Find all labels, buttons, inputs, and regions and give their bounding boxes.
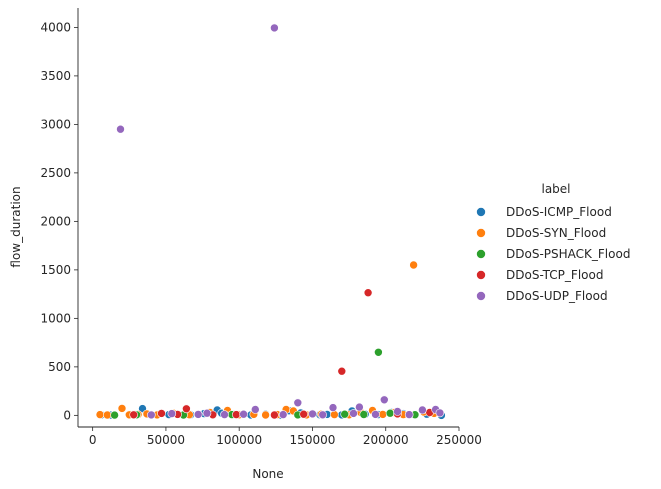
data-point-ddos-udp-flood [435,408,445,418]
legend-title: label [541,182,570,196]
data-point-ddos-udp-flood [220,410,229,419]
y-ticks: 0 500 1000 1500 2000 2500 3000 3500 4000 [40,20,78,422]
data-point-ddos-udp-flood [349,409,358,418]
y-tick-label: 3000 [40,117,71,131]
data-point-ddos-udp-flood [278,410,288,419]
x-axis-label: None [252,467,283,481]
data-point-ddos-udp-flood [308,409,317,419]
data-point-ddos-syn-flood [103,410,112,420]
data-point-ddos-tcp-flood [157,409,166,418]
data-point-ddos-syn-flood [117,404,127,413]
x-tick-label: 250000 [436,433,482,447]
legend-entry-label: DDoS-SYN_Flood [506,226,606,240]
legend-marker [476,228,486,238]
data-point-ddos-udp-flood [393,407,402,416]
legend-entry-label: DDoS-UDP_Flood [506,289,608,303]
x-tick-label: 200000 [363,433,409,447]
data-point-ddos-udp-flood [355,402,364,412]
data-point-ddos-tcp-flood [270,410,279,420]
data-point-ddos-tcp-flood [299,409,309,419]
y-tick-label: 4000 [40,20,71,34]
data-point-ddos-tcp-flood [129,410,138,420]
data-point-ddos-udp-flood [202,408,212,418]
legend-marker [476,207,486,217]
data-point-ddos-tcp-flood [337,366,347,376]
y-tick-label: 3500 [40,69,71,83]
data-point-ddos-udp-flood [328,403,338,412]
data-point-ddos-udp-flood [418,405,427,415]
x-tick-label: 50000 [147,433,185,447]
legend-entry-label: DDoS-PSHACK_Flood [506,247,630,261]
data-point-ddos-udp-flood [239,409,248,419]
data-point-ddos-tcp-flood [232,410,241,419]
data-point-ddos-syn-flood [409,260,418,270]
data-point-ddos-tcp-flood [363,288,373,298]
data-point-ddos-udp-flood [379,395,389,405]
legend-marker [476,270,486,280]
x-ticks: 0 50000 100000 150000 200000 250000 [89,427,482,447]
data-point-ddos-udp-flood [270,23,279,33]
axes [77,8,459,428]
legend-marker [476,291,486,301]
x-tick-label: 150000 [290,433,336,447]
legend-marker [476,249,486,259]
legend-entry-label: DDoS-TCP_Flood [506,268,603,282]
data-point-ddos-pshack-flood [110,410,119,420]
data-point-ddos-udp-flood [318,410,328,420]
data-point-ddos-syn-flood [261,410,270,420]
y-tick-label: 1500 [40,263,71,277]
data-points [95,23,446,420]
y-tick-label: 2000 [40,214,71,228]
data-point-ddos-syn-flood [95,410,105,419]
data-point-ddos-udp-flood [371,410,380,419]
data-point-ddos-tcp-flood [182,404,191,414]
data-point-ddos-syn-flood [330,410,339,419]
x-tick-label: 100000 [216,433,262,447]
data-point-ddos-pshack-flood [340,409,350,419]
data-point-ddos-udp-flood [147,410,156,420]
data-point-ddos-pshack-flood [374,347,383,357]
y-tick-label: 500 [48,360,71,374]
y-tick-label: 1000 [40,311,71,325]
y-axis-label: flow_duration [9,186,23,267]
x-tick-label: 0 [89,433,97,447]
data-point-ddos-udp-flood [116,124,125,134]
data-point-ddos-udp-flood [293,398,303,408]
legend-entry-label: DDoS-ICMP_Flood [506,205,612,219]
data-point-ddos-pshack-flood [385,408,395,418]
data-point-ddos-udp-flood [251,405,260,414]
legend: label DDoS-ICMP_Flood DDoS-SYN_Flood DDoS-… [476,182,630,303]
y-tick-label: 0 [63,408,71,422]
y-tick-label: 2500 [40,166,71,180]
data-point-ddos-pshack-flood [359,410,369,419]
data-point-ddos-syn-flood [378,410,388,419]
data-point-ddos-udp-flood [167,409,177,418]
data-point-ddos-udp-flood [404,410,414,419]
data-point-ddos-udp-flood [193,410,203,419]
